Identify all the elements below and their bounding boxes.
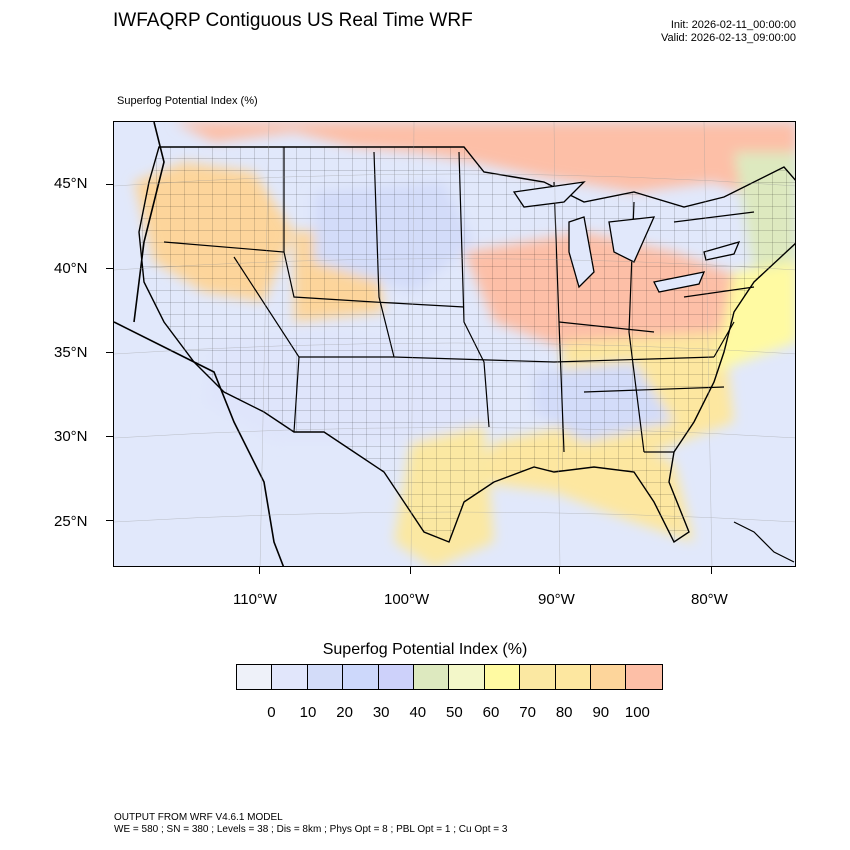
colorbar-box xyxy=(590,665,627,689)
colorbar-box xyxy=(343,665,379,689)
colorbar-box xyxy=(413,665,450,689)
colorbar-label: 60 xyxy=(482,704,500,721)
map-canvas xyxy=(114,122,795,566)
footer-line-2: WE = 580 ; SN = 380 ; Levels = 38 ; Dis … xyxy=(114,824,508,835)
colorbar-label: 10 xyxy=(299,704,317,721)
colorbar xyxy=(236,664,663,690)
colorbar-box xyxy=(307,665,344,689)
lat-tickmark xyxy=(106,268,113,269)
lat-tickmark xyxy=(106,352,113,353)
lat-tickmark xyxy=(106,436,113,437)
colorbar-label: 30 xyxy=(372,704,390,721)
colorbar-box xyxy=(520,665,556,689)
pacific-coastline xyxy=(114,321,285,566)
lat-tickmark xyxy=(106,184,113,185)
colorbar-label: 80 xyxy=(555,704,573,721)
lon-tick-110: 110°W xyxy=(233,591,278,608)
lon-tickmark xyxy=(711,567,712,574)
lat-tick-30: 30°N xyxy=(54,428,88,445)
valid-time: Valid: 2026-02-13_09:00:00 xyxy=(661,32,796,44)
colorbar-box xyxy=(378,665,414,689)
lat-tick-40: 40°N xyxy=(54,260,88,277)
time-info: Init: 2026-02-11_00:00:00 Valid: 2026-02… xyxy=(661,19,796,45)
colorbar-label: 90 xyxy=(592,704,610,721)
colorbar-box xyxy=(484,665,521,689)
lon-tick-80: 80°W xyxy=(691,591,728,608)
model-footer: OUTPUT FROM WRF V4.6.1 MODEL WE = 580 ; … xyxy=(114,812,507,836)
colorbar-box xyxy=(272,665,308,689)
colorbar-box xyxy=(626,665,662,689)
lon-tickmark xyxy=(410,567,411,574)
lon-tickmark xyxy=(259,567,260,574)
lon-tickmark xyxy=(559,567,560,574)
lat-tick-35: 35°N xyxy=(54,344,88,361)
footer-line-1: OUTPUT FROM WRF V4.6.1 MODEL xyxy=(114,812,283,823)
forecast-map xyxy=(113,121,796,567)
caribbean-islands xyxy=(733,521,795,563)
great-lakes xyxy=(512,181,741,293)
state-boundaries xyxy=(163,147,755,453)
colorbar-box xyxy=(237,665,273,689)
lat-tick-45: 45°N xyxy=(54,175,88,192)
colorbar-label: 20 xyxy=(336,704,353,721)
lon-tick-100: 100°W xyxy=(384,591,430,608)
colorbar-label: 100 xyxy=(624,704,650,721)
lon-tick-90: 90°W xyxy=(538,591,575,608)
colorbar-label: 0 xyxy=(267,704,276,721)
colorbar-label: 50 xyxy=(446,704,463,721)
lat-tickmark xyxy=(106,520,113,521)
colorbar-title: Superfog Potential Index (%) xyxy=(322,641,528,658)
graticule xyxy=(114,122,795,566)
colorbar-label: 40 xyxy=(409,704,427,721)
plot-variable-label: Superfog Potential Index (%) xyxy=(117,95,258,107)
colorbar-label: 70 xyxy=(519,704,536,721)
colorbar-box xyxy=(555,665,591,689)
lat-tick-25: 25°N xyxy=(54,513,88,530)
colorbar-box xyxy=(449,665,485,689)
init-time: Init: 2026-02-11_00:00:00 xyxy=(670,19,796,31)
figure-title: IWFAQRP Contiguous US Real Time WRF xyxy=(113,10,473,31)
